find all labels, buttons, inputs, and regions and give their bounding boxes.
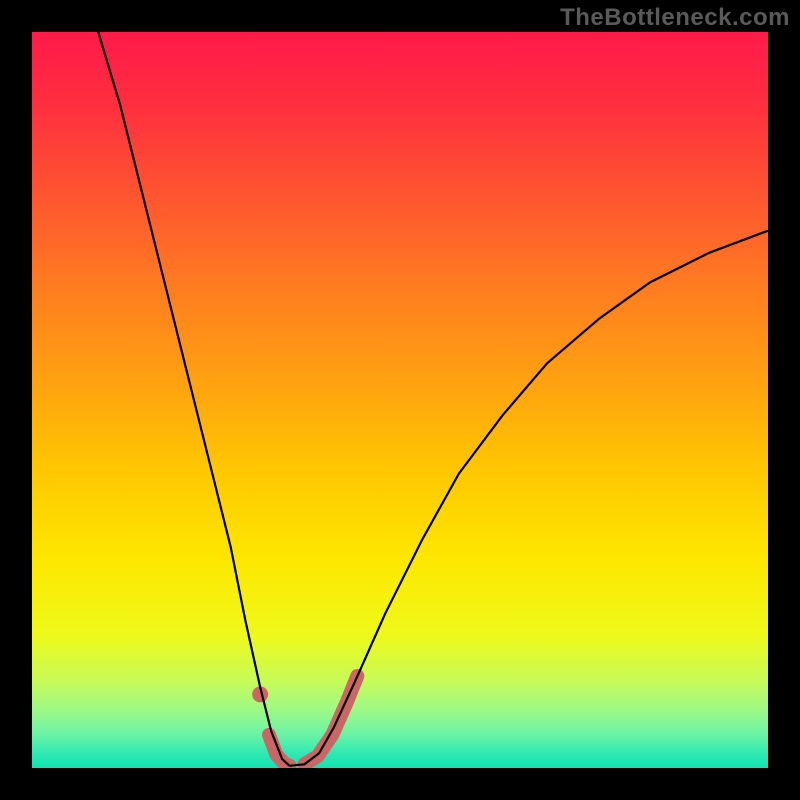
bottleneck-chart <box>0 0 800 800</box>
chart-container: TheBottleneck.com <box>0 0 800 800</box>
watermark-text: TheBottleneck.com <box>560 4 790 32</box>
plot-gradient-background <box>32 32 768 768</box>
